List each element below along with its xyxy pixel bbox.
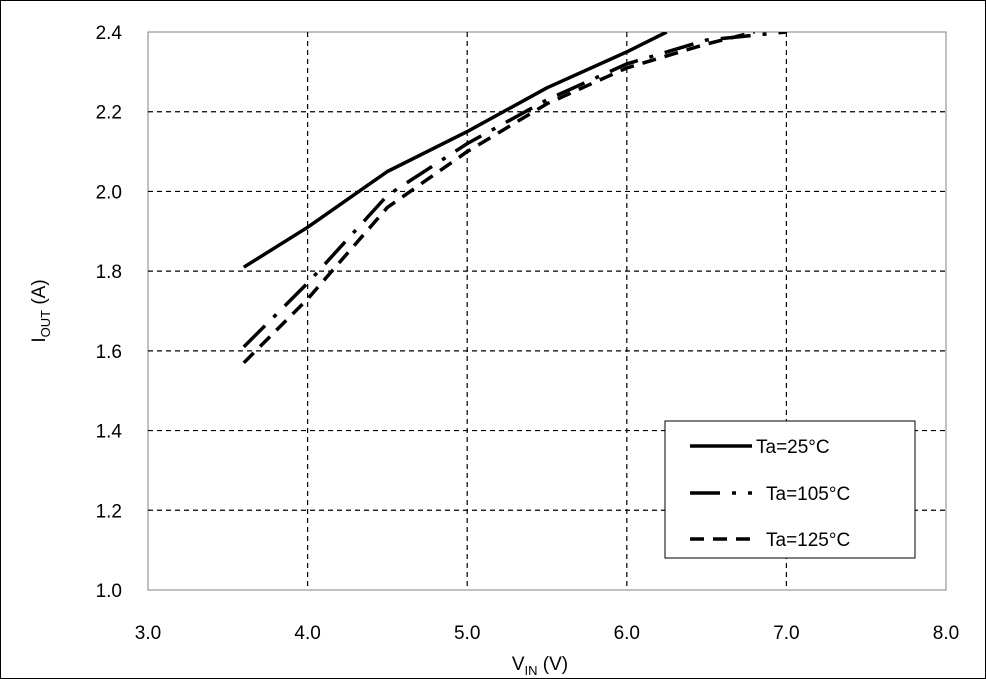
x-tick-label: 8.0	[933, 623, 959, 644]
y-tick-label: 1.0	[96, 581, 122, 602]
y-tick-label: 1.2	[96, 501, 122, 522]
y-tick-label: 2.4	[96, 23, 123, 44]
legend-label-105c: Ta=105°C	[766, 484, 850, 505]
series-line-1	[242, 32, 787, 349]
series-lines	[242, 32, 787, 365]
gridlines	[148, 32, 946, 590]
x-axis-label-main: V	[512, 654, 525, 675]
x-axis-label-unit: (V)	[538, 654, 569, 675]
series-line-0	[242, 32, 668, 269]
y-axis-label-subscript: OUT	[38, 310, 53, 338]
legend: Ta=25°C Ta=105°C Ta=125°C	[664, 420, 916, 559]
x-axis-label: VIN (V)	[512, 654, 568, 678]
y-axis-label-unit: (A)	[29, 279, 50, 310]
legend-label-125c: Ta=125°C	[766, 530, 850, 551]
x-tick-label: 7.0	[773, 623, 799, 644]
x-tick-labels: 3.0 4.0 5.0 6.0 7.0 8.0	[135, 623, 959, 644]
x-tick-label: 5.0	[454, 623, 480, 644]
x-tick-label: 6.0	[614, 623, 640, 644]
y-axis-label-main: I	[29, 337, 50, 342]
series-line-2	[242, 32, 755, 365]
y-axis-label: IOUT (A)	[29, 279, 53, 342]
y-tick-label: 2.2	[96, 103, 122, 124]
y-tick-label: 1.4	[96, 422, 123, 443]
x-axis-label-subscript: IN	[525, 663, 538, 678]
x-tick-label: 4.0	[294, 623, 320, 644]
y-tick-label: 1.6	[96, 342, 122, 363]
legend-label-25c: Ta=25°C	[756, 437, 830, 458]
y-tick-label: 2.0	[96, 182, 122, 203]
y-tick-labels: 1.0 1.2 1.4 1.6 1.8 2.0 2.2 2.4	[96, 23, 123, 602]
y-tick-label: 1.8	[96, 262, 122, 283]
x-tick-label: 3.0	[135, 623, 161, 644]
legend-box	[664, 420, 916, 559]
